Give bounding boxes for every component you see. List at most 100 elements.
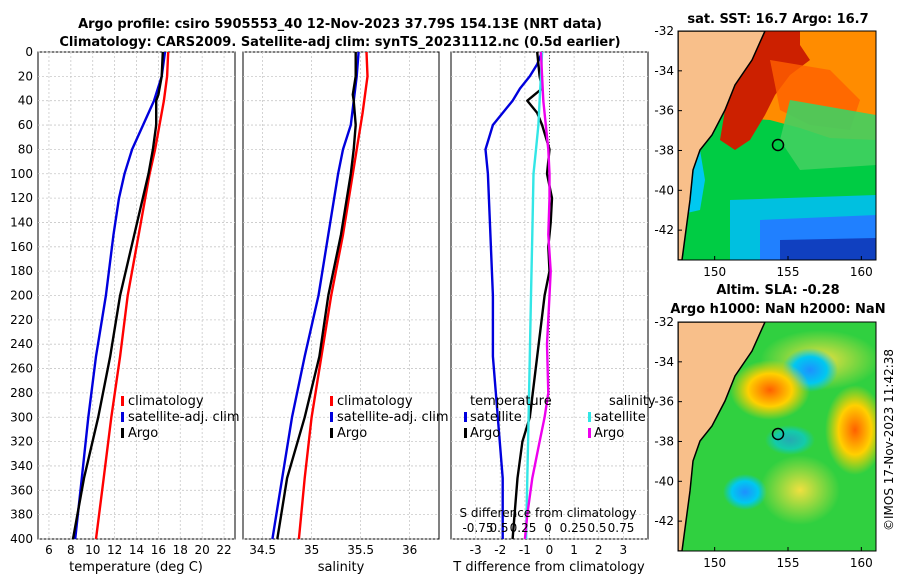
depth-tick-label: 180 [10, 264, 33, 278]
legend-climatology-swatch [330, 396, 333, 406]
x-tick-label: -1 [519, 543, 531, 557]
sst-coldest-band [780, 238, 876, 260]
lat-tick-label: -38 [654, 143, 674, 157]
sst-australia-land [678, 31, 766, 260]
x-tick-label: 36 [402, 543, 417, 557]
x-tick-label: -3 [470, 543, 482, 557]
difference-panel: -3 -2 -1 0 1 2 3 T difference from climatology… [450, 51, 656, 575]
legend-satellite-label: satellite-adj. clim [128, 410, 240, 425]
legend-climatology-label: climatology [337, 394, 413, 409]
s-diff-tick-label: 0.5 [587, 521, 606, 535]
legend-argo-label: Argo [128, 426, 158, 441]
sla-red-eddy-east [825, 385, 876, 475]
legend-climatology-swatch [121, 396, 124, 406]
s-diff-tick-label: 0.75 [608, 521, 635, 535]
depth-tick-label: 200 [10, 289, 33, 303]
depth-tick-label: 80 [18, 142, 33, 156]
s-difference-axis-label: S difference from climatology [460, 506, 637, 520]
legend-s-argo-label: Argo [594, 426, 624, 441]
figure-title-line2: Climatology: CARS2009. Satellite-adj cli… [59, 35, 620, 50]
legend-s-satellite-label: satellite [594, 410, 646, 425]
series-argo-line [276, 52, 357, 540]
depth-tick-label: 40 [18, 94, 33, 108]
depth-tick-label: 140 [10, 215, 33, 229]
depth-tick-label: 280 [10, 386, 33, 400]
x-tick-label: 1 [570, 543, 578, 557]
sla-blue-eddy-south [723, 474, 767, 510]
lat-tick-label: -32 [654, 24, 674, 38]
depth-tick-label: 60 [18, 118, 33, 132]
sla-australia-land [678, 322, 766, 551]
sst-field [678, 31, 876, 260]
sst-map-lat-ticks: -32 -34 -36 -38 -40 -42 [654, 24, 682, 237]
figure-title-line1: Argo profile: csiro 5905553_40 12-Nov-20… [78, 17, 602, 32]
depth-tick-label: 160 [10, 240, 33, 254]
lon-tick-label: 160 [850, 265, 873, 279]
sla-argo-marker [771, 427, 785, 441]
temperature-lines [71, 51, 170, 540]
sla-map-lat-ticks: -32 -34 -36 -38 -40 -42 [654, 315, 682, 528]
legend-satellite-label: satellite-adj. clim [337, 410, 449, 425]
legend-argo-label: Argo [337, 426, 367, 441]
series-satellite-adj-clim-line [271, 51, 360, 540]
sla-map-subtitle: Argo h1000: NaN h2000: NaN [670, 302, 885, 317]
sst-argo-marker [771, 138, 785, 152]
lon-tick-label: 160 [850, 556, 873, 570]
x-tick-label: 34.5 [249, 543, 276, 557]
series-climatology-line [94, 51, 170, 540]
series-satellite-adj-clim-line [74, 51, 167, 540]
x-tick-label: 35.5 [347, 543, 374, 557]
lat-tick-label: -34 [654, 355, 674, 369]
legend-temperature-title: temperature [470, 394, 552, 409]
lat-tick-label: -34 [654, 64, 674, 78]
legend-argo-swatch [121, 428, 124, 438]
series-salinity-satellite-line [524, 51, 544, 540]
difference-lines [484, 51, 554, 540]
imos-timestamp: ©IMOS 17-Nov-2023 11:42:38 [882, 349, 896, 531]
depth-tick-label: 400 [10, 532, 33, 546]
sla-map-frame [677, 321, 877, 552]
sla-yellow-eddy-south [760, 455, 840, 525]
sla-red-eddy [730, 360, 810, 420]
x-tick-label: 18 [173, 543, 188, 557]
series-climatology-line [297, 51, 369, 540]
lon-tick-label: 155 [777, 265, 800, 279]
salinity-x-ticks: 34.5 35 35.5 36 [249, 543, 417, 557]
legend-salinity-title: salinity [609, 394, 656, 409]
s-difference-tick-labels: -0.750.5 0.25 0 0.25 0.5 0.75 [462, 521, 634, 535]
sla-map: Altim. SLA: -0.28 Argo h1000: NaN h2000:… [654, 283, 885, 570]
lon-tick-label: 155 [777, 556, 800, 570]
sst-map-title: sat. SST: 16.7 Argo: 16.7 [687, 12, 868, 27]
lat-tick-label: -40 [654, 474, 674, 488]
lat-tick-label: -36 [654, 395, 674, 409]
x-tick-label: 0 [546, 543, 554, 557]
temperature-y-ticks: 0 20 40 60 80 100 120 140 160 180 200 220 240 260 280 3… [10, 45, 33, 546]
x-tick-label: 6 [45, 543, 53, 557]
temperature-panel: 0 20 40 60 80 100 120 140 160 180 200 220 240 260 280 3… [10, 45, 240, 575]
lat-tick-label: -32 [654, 315, 674, 329]
lat-tick-label: -42 [654, 223, 674, 237]
depth-tick-label: 360 [10, 483, 33, 497]
depth-tick-label: 320 [10, 435, 33, 449]
x-tick-label: 10 [85, 543, 100, 557]
s-diff-tick-label: 0 [544, 521, 552, 535]
legend-satellite-swatch [330, 412, 333, 422]
temperature-legend: climatology satellite-adj. clim Argo [121, 394, 240, 441]
x-tick-label: 12 [107, 543, 122, 557]
x-tick-label: 16 [151, 543, 166, 557]
lat-tick-label: -40 [654, 183, 674, 197]
lat-tick-label: -42 [654, 514, 674, 528]
legend-argo-swatch [330, 428, 333, 438]
legend-t-argo-swatch [464, 428, 467, 438]
legend-s-satellite-swatch [588, 412, 591, 422]
x-tick-label: 8 [67, 543, 75, 557]
salinity-lines [271, 51, 369, 540]
lon-tick-label: 150 [703, 265, 726, 279]
x-tick-label: 22 [216, 543, 231, 557]
x-tick-label: 35 [304, 543, 319, 557]
sla-map-lon-ticks: 150 155 160 [703, 547, 873, 570]
sst-map: sat. SST: 16.7 Argo: 16.7 -32 -34 -36 -38 -4… [654, 12, 877, 279]
series-temperature-satellite-line [484, 51, 544, 539]
legend-t-satellite-swatch [464, 412, 467, 422]
